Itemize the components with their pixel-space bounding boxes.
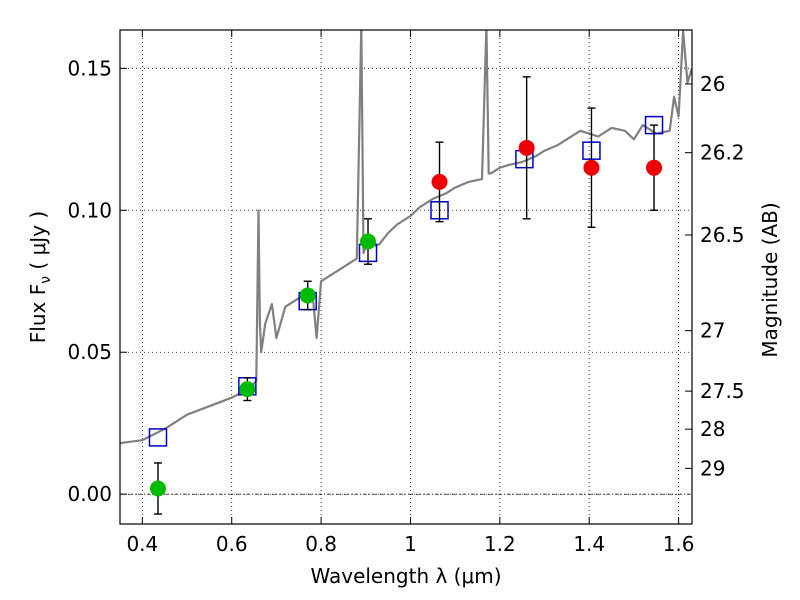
green-data-point [149, 480, 166, 497]
x-tick-label: 0.8 [305, 532, 337, 556]
green-data-point [299, 287, 316, 304]
y-axis-label: Flux Fν ( μJy ) [26, 211, 54, 343]
y-axis-label-sub: ν [38, 276, 54, 284]
red-data-point [646, 159, 663, 176]
green-data-point [239, 381, 256, 398]
red-data-point [431, 173, 448, 190]
x-tick-label: 1.6 [663, 532, 695, 556]
y-tick-label: 0.00 [67, 482, 112, 506]
axis-ticks: 0.4 0.6 0.8 1 1.2 1.4 1.6 0.00 0.05 0.10 0.15 26 26.… [67, 30, 745, 556]
x-axis-label: Wavelength λ (μm) [310, 564, 501, 588]
red-data-point [518, 139, 535, 156]
plot-area [120, 30, 692, 515]
right-axis-label: Magnitude (AB) [758, 202, 782, 357]
y-axis-label-main: Flux F [26, 284, 50, 343]
y2-tick-label: 26.2 [700, 141, 745, 165]
y2-tick-label: 28 [700, 417, 725, 441]
red-data-point [583, 159, 600, 176]
x-tick-label: 0.4 [126, 532, 158, 556]
x-tick-label: 1.4 [573, 532, 605, 556]
x-tick-label: 0.6 [216, 532, 248, 556]
grid [120, 30, 692, 524]
y-tick-label: 0.15 [67, 56, 112, 80]
y2-tick-label: 29 [700, 456, 725, 480]
y-tick-label: 0.05 [67, 340, 112, 364]
plot-frame [119, 29, 693, 525]
y2-tick-label: 27.5 [700, 379, 745, 403]
y2-tick-label: 27 [700, 319, 725, 343]
x-tick-label: 1.2 [484, 532, 516, 556]
y-tick-label: 0.10 [67, 198, 112, 222]
y-axis-label-unit: ( μJy ) [26, 211, 50, 276]
x-tick-label: 1 [404, 532, 417, 556]
y2-tick-label: 26.5 [700, 223, 745, 247]
spectrum-line [120, 30, 692, 445]
model-square [148, 428, 168, 447]
green-data-point [360, 233, 377, 250]
y2-tick-label: 26 [700, 72, 725, 96]
